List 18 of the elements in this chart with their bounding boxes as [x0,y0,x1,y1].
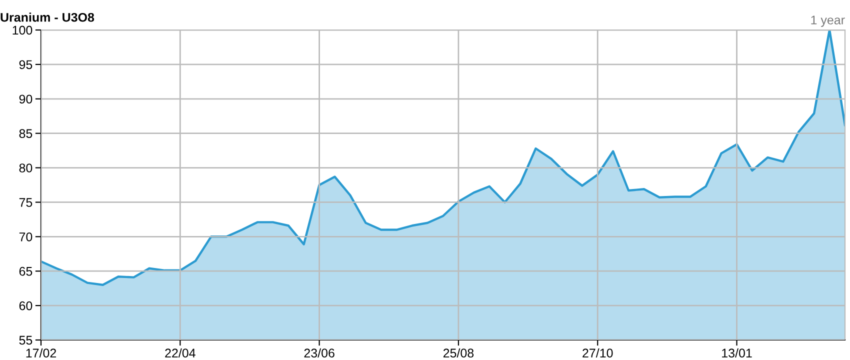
x-tick-label: 23/06 [304,348,334,358]
y-tick-label: 85 [19,129,32,138]
y-tick-label: 70 [19,232,32,242]
y-tick-label: 100 [12,26,32,35]
x-tick-label: 17/02 [26,348,56,358]
y-tick-label: 95 [19,60,32,70]
y-tick-label: 55 [19,336,32,345]
y-tick-label: 60 [19,301,32,310]
x-tick-label: 27/10 [582,348,613,358]
chart-title: Uranium - U3O8 [0,12,94,22]
y-tick-label: 80 [19,164,32,172]
y-tick-label: 65 [19,266,32,276]
x-tick-label: 13/01 [722,348,752,358]
x-tick-label: 22/04 [165,348,196,358]
text: 1 year [811,16,845,27]
y-tick-label: 75 [19,198,32,207]
x-tick-label: 25/08 [443,348,474,358]
y-tick-label: 90 [19,94,32,104]
